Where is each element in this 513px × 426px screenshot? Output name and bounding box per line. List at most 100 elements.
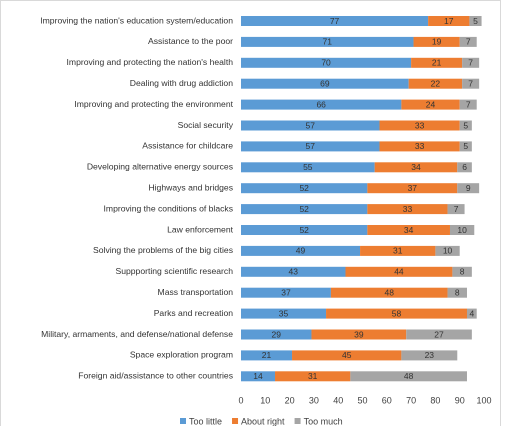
bar-segment	[447, 204, 465, 215]
value-label: 6	[462, 162, 467, 172]
value-label: 52	[299, 204, 309, 214]
bar-segment	[379, 141, 460, 152]
bar-segment	[466, 308, 477, 319]
x-tick-label: 70	[406, 395, 416, 405]
value-label: 24	[426, 99, 436, 109]
bar-segment	[469, 16, 482, 26]
value-label: 71	[323, 37, 333, 47]
value-label: 27	[434, 329, 444, 339]
bar-segment	[452, 266, 472, 277]
x-tick-label: 90	[455, 395, 465, 405]
value-label: 45	[342, 350, 352, 360]
value-label: 7	[468, 78, 473, 88]
value-label: 22	[431, 78, 441, 88]
category-label: Military, armaments, and defense/nationa…	[41, 329, 233, 339]
value-label: 34	[411, 162, 421, 172]
x-tick-label: 50	[357, 395, 367, 405]
category-label: Improving and protecting the environment	[74, 99, 233, 109]
value-label: 5	[463, 141, 468, 151]
bar-segment	[241, 329, 312, 340]
value-label: 35	[279, 308, 289, 318]
bar-segment	[241, 183, 368, 194]
value-label: 57	[306, 141, 316, 151]
category-label: Social security	[178, 120, 234, 130]
value-label: 7	[466, 99, 471, 109]
value-label: 31	[308, 371, 318, 381]
bar-segment	[435, 245, 460, 256]
category-label: Highways and bridges	[148, 182, 233, 192]
bar-segment	[241, 204, 368, 215]
value-label: 34	[404, 225, 414, 235]
value-label: 52	[299, 183, 309, 193]
value-label: 48	[404, 371, 414, 381]
legend-swatch	[180, 418, 186, 424]
bar-segment	[241, 225, 368, 235]
value-label: 10	[457, 225, 467, 235]
value-label: 39	[354, 329, 364, 339]
value-label: 49	[296, 246, 306, 256]
x-tick-label: 40	[333, 395, 343, 405]
value-label: 7	[454, 204, 459, 214]
legend-label: Too little	[189, 416, 222, 426]
category-label: Solving the problems of the big cities	[93, 245, 233, 255]
bar-segment	[292, 350, 402, 361]
category-label: Law enforcement	[167, 224, 234, 234]
value-label: 8	[455, 287, 460, 297]
bar-segment	[459, 99, 477, 110]
bar-segment	[241, 308, 327, 319]
bar-segment	[241, 78, 409, 89]
value-label: 17	[444, 16, 454, 26]
category-label: Foreign aid/assistance to other countrie…	[78, 371, 233, 381]
category-label: Developing alternative energy sources	[87, 162, 233, 172]
value-label: 5	[473, 16, 478, 26]
value-label: 66	[316, 99, 326, 109]
value-label: 19	[432, 37, 442, 47]
value-label: 7	[466, 37, 471, 47]
value-label: 69	[320, 78, 330, 88]
bar-segment	[330, 287, 448, 298]
value-label: 52	[299, 225, 309, 235]
category-label: Improving the conditions of blacks	[104, 203, 233, 213]
x-tick-label: 80	[430, 395, 440, 405]
value-label: 44	[394, 267, 404, 277]
value-label: 48	[384, 287, 394, 297]
category-label: Mass transportation	[158, 287, 234, 297]
bar-segment	[462, 57, 480, 68]
value-label: 43	[289, 267, 299, 277]
bar-segment	[241, 36, 414, 47]
value-label: 21	[432, 58, 442, 68]
bar-segment	[241, 266, 346, 277]
bar-segment	[459, 36, 477, 47]
value-label: 33	[415, 120, 425, 130]
value-label: 4	[469, 308, 474, 318]
x-tick-label: 10	[260, 395, 270, 405]
value-label: 5	[463, 120, 468, 130]
bar-segment	[447, 287, 467, 298]
value-label: 58	[392, 308, 402, 318]
category-label: Space exploration program	[130, 350, 233, 360]
bar-segment	[241, 141, 380, 152]
legend-swatch	[294, 418, 301, 424]
bar-segment	[374, 162, 458, 173]
x-tick-label: 60	[382, 395, 392, 405]
category-label: Assistance to the poor	[148, 36, 233, 46]
bar-segment	[326, 308, 467, 319]
bar-segment	[401, 350, 458, 361]
value-label: 8	[460, 267, 465, 277]
bar-segment	[379, 120, 460, 131]
chart-frame	[0, 0, 501, 426]
bar-segment	[241, 371, 276, 382]
category-label: Improving the nation's education system/…	[40, 15, 233, 25]
bar-segment	[275, 371, 351, 382]
bar-segment	[241, 57, 412, 68]
bar-segment	[401, 99, 460, 110]
bar-segment	[411, 57, 463, 68]
value-label: 37	[281, 287, 291, 297]
bar-segment	[345, 266, 453, 277]
bar-segment	[350, 371, 467, 382]
x-tick-label: 100	[476, 395, 491, 405]
bar-segment	[241, 350, 293, 361]
bar-segment	[241, 162, 375, 173]
bar-segment	[241, 287, 331, 298]
